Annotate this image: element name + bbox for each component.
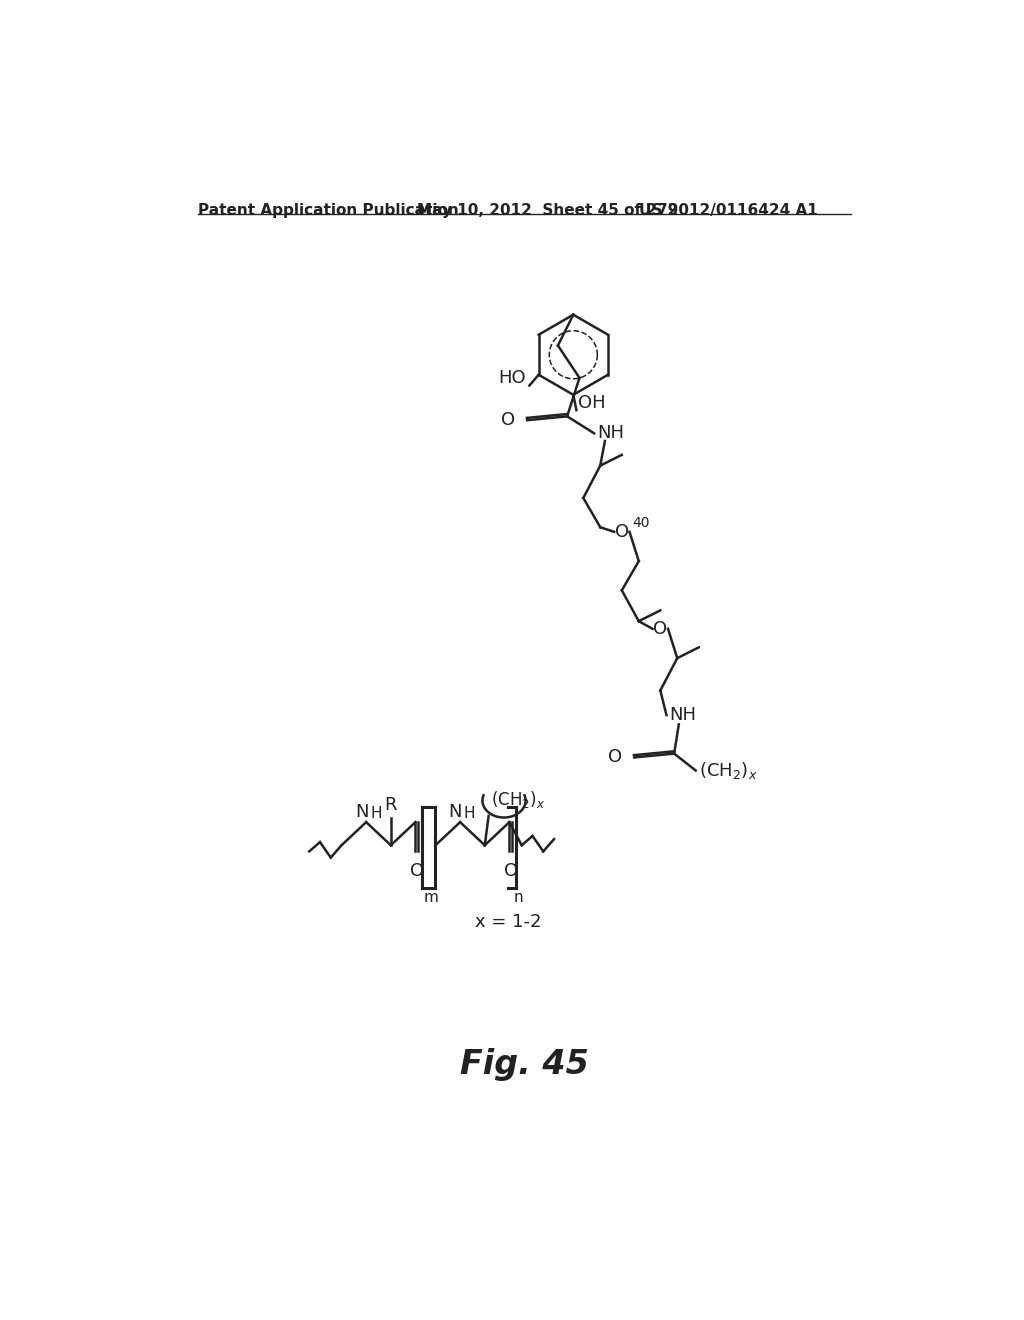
Text: O: O [410,862,424,880]
Text: 40: 40 [633,516,650,529]
Text: O: O [653,620,668,638]
Text: NH: NH [597,424,625,442]
Text: R: R [385,796,397,814]
Text: x = 1-2: x = 1-2 [474,913,541,931]
Text: (CH$_2$)$_x$: (CH$_2$)$_x$ [490,789,545,810]
Text: HO: HO [499,370,526,387]
Text: US 2012/0116424 A1: US 2012/0116424 A1 [639,203,817,218]
Text: n: n [514,890,523,906]
Text: N: N [354,803,369,821]
Text: m: m [423,890,438,906]
Text: NH: NH [670,706,696,725]
Text: O: O [607,748,622,767]
Text: N: N [449,803,462,821]
Text: OH: OH [578,393,605,412]
Text: (CH$_2$)$_x$: (CH$_2$)$_x$ [698,760,758,781]
Text: Patent Application Publication: Patent Application Publication [199,203,459,218]
Text: H: H [464,805,475,821]
Text: H: H [370,805,382,821]
Text: O: O [501,412,515,429]
Text: May 10, 2012  Sheet 45 of 279: May 10, 2012 Sheet 45 of 279 [417,203,678,218]
Text: Fig. 45: Fig. 45 [461,1048,589,1081]
Text: O: O [614,523,629,541]
Text: O: O [504,862,518,880]
